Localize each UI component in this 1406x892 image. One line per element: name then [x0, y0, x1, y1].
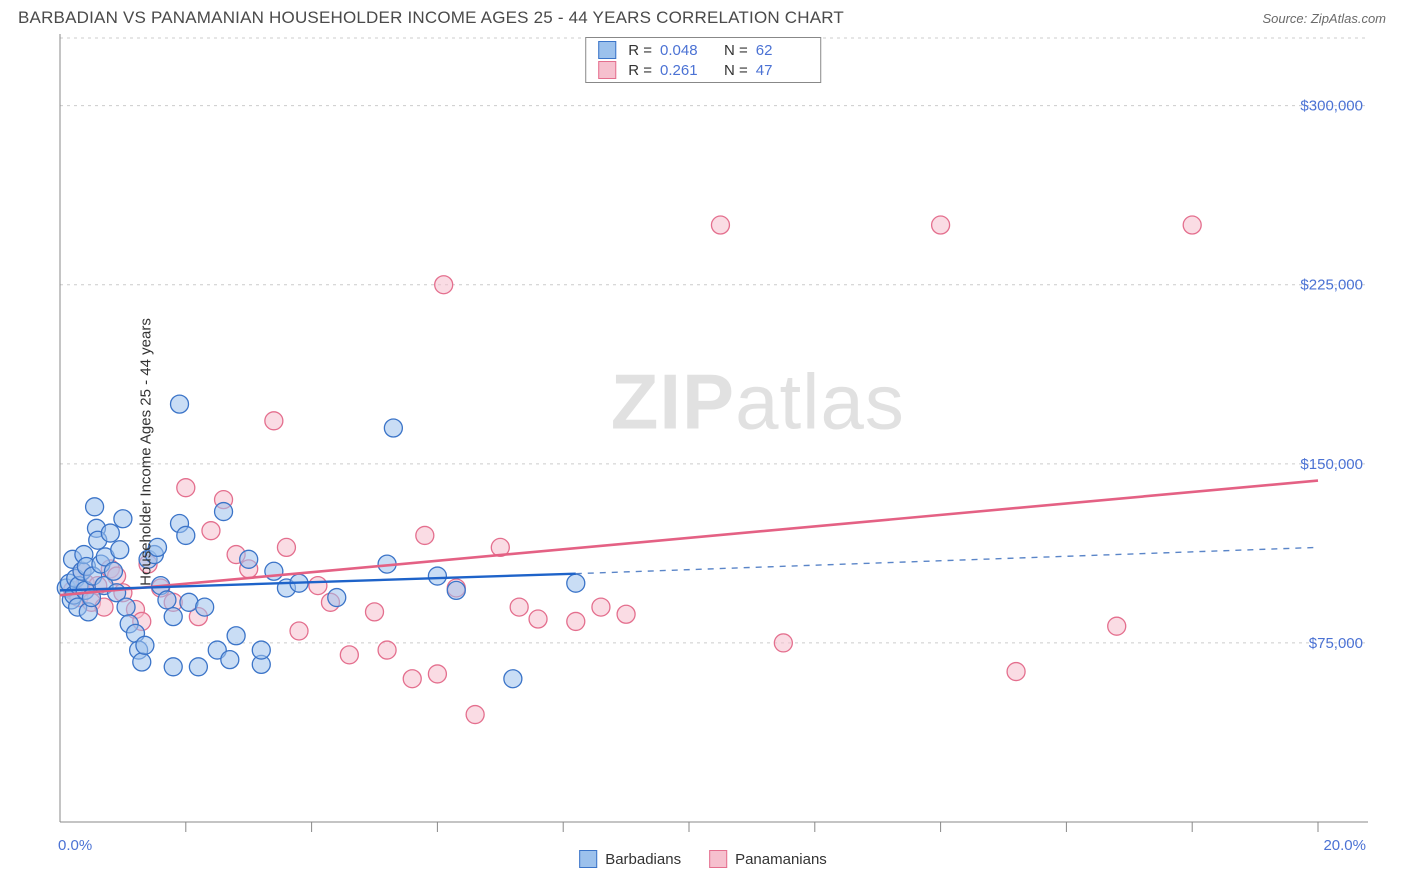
data-point [378, 641, 396, 659]
data-point [1108, 617, 1126, 635]
r-label: R = [628, 62, 652, 79]
stats-row: R = 0.048 N = 62 [586, 40, 820, 60]
data-point [265, 562, 283, 580]
legend-swatch [598, 41, 616, 59]
data-point [101, 524, 119, 542]
data-point [189, 658, 207, 676]
data-point [104, 562, 122, 580]
data-point [617, 605, 635, 623]
legend-label: Panamanians [735, 851, 827, 868]
data-point [309, 577, 327, 595]
correlation-stats-box: R = 0.048 N = 62 R = 0.261 N = 47 [585, 37, 821, 83]
data-point [136, 636, 154, 654]
data-point [158, 591, 176, 609]
data-point [196, 598, 214, 616]
svg-text:$150,000: $150,000 [1300, 456, 1363, 473]
svg-text:$300,000: $300,000 [1300, 98, 1363, 115]
data-point [1183, 216, 1201, 234]
data-point [447, 581, 465, 599]
data-point [340, 646, 358, 664]
data-point [215, 503, 233, 521]
svg-text:0.0%: 0.0% [58, 837, 92, 854]
data-point [510, 598, 528, 616]
legend-item: Panamanians [709, 850, 827, 868]
data-point [114, 510, 132, 528]
r-value: 0.261 [660, 62, 712, 79]
legend-label: Barbadians [605, 851, 681, 868]
data-point [384, 419, 402, 437]
data-point [328, 589, 346, 607]
data-point [164, 658, 182, 676]
data-point [86, 498, 104, 516]
legend-swatch [709, 850, 727, 868]
data-point [435, 276, 453, 294]
data-point [366, 603, 384, 621]
data-point [774, 634, 792, 652]
n-label: N = [724, 42, 748, 59]
data-point [567, 612, 585, 630]
data-point [177, 526, 195, 544]
svg-text:20.0%: 20.0% [1323, 837, 1366, 854]
stats-row: R = 0.261 N = 47 [586, 60, 820, 80]
data-point [221, 651, 239, 669]
n-value: 47 [756, 62, 808, 79]
r-label: R = [628, 42, 652, 59]
chart-container: Householder Income Ages 25 - 44 years $7… [18, 34, 1388, 870]
trend-line [60, 481, 1318, 596]
data-point [202, 522, 220, 540]
data-point [265, 412, 283, 430]
data-point [177, 479, 195, 497]
chart-title: BARBADIAN VS PANAMANIAN HOUSEHOLDER INCO… [18, 8, 844, 28]
legend-swatch [598, 61, 616, 79]
data-point [111, 541, 129, 559]
data-point [133, 653, 151, 671]
data-point [171, 395, 189, 413]
trend-line [576, 547, 1318, 573]
legend-swatch [579, 850, 597, 868]
data-point [711, 216, 729, 234]
data-point [428, 567, 446, 585]
y-axis-label: Householder Income Ages 25 - 44 years [137, 318, 154, 586]
data-point [428, 665, 446, 683]
n-label: N = [724, 62, 748, 79]
series-legend: Barbadians Panamanians [579, 850, 827, 868]
data-point [466, 706, 484, 724]
r-value: 0.048 [660, 42, 712, 59]
data-point [240, 550, 258, 568]
data-point [290, 622, 308, 640]
data-point [504, 670, 522, 688]
data-point [416, 526, 434, 544]
data-point [932, 216, 950, 234]
data-point [567, 574, 585, 592]
data-point [403, 670, 421, 688]
data-point [277, 538, 295, 556]
data-point [117, 598, 135, 616]
data-point [592, 598, 610, 616]
source-attribution: Source: ZipAtlas.com [1262, 11, 1386, 26]
svg-text:$75,000: $75,000 [1309, 635, 1363, 652]
data-point [252, 641, 270, 659]
scatter-chart: $75,000 $150,000 $225,000 $300,000 0.0% 20.0% [18, 34, 1388, 870]
legend-item: Barbadians [579, 850, 681, 868]
data-point [529, 610, 547, 628]
data-point [1007, 663, 1025, 681]
svg-text:$225,000: $225,000 [1300, 277, 1363, 294]
n-value: 62 [756, 42, 808, 59]
data-point [227, 627, 245, 645]
data-point [164, 608, 182, 626]
